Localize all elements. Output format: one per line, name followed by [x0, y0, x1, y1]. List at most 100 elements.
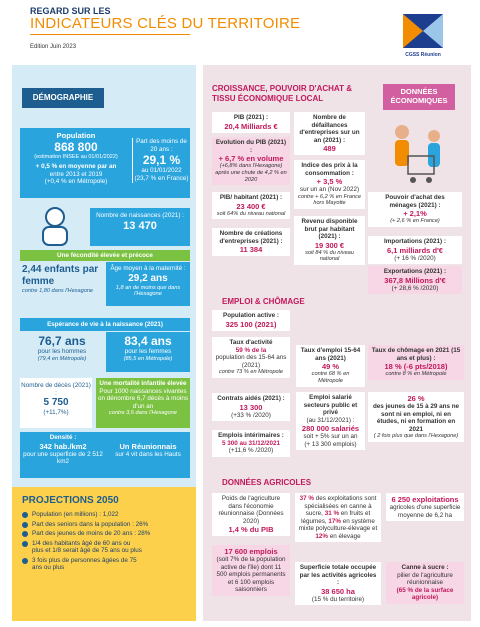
person-body	[395, 140, 409, 166]
icon-body	[42, 226, 68, 246]
value: 6 250 exploitations	[391, 495, 459, 504]
pib-box: PIB (2021) : 20,4 Milliards €	[212, 112, 290, 133]
label: Superficie totale occupée par les activi…	[299, 564, 377, 587]
note: (+ 28,6 % /2020)	[391, 284, 439, 292]
label: Evolution du PIB (2021) :	[215, 139, 287, 154]
text: en système mixte polyculture-élevage et	[298, 517, 378, 533]
evolution-box: Evolution du PIB (2021) : + 6,7 % en vol…	[212, 137, 290, 186]
text: (soit 7% de la population active de l'îl…	[216, 556, 286, 594]
text: en élevage	[329, 532, 361, 540]
label: Contrats aidés (2021) :	[217, 395, 285, 402]
interim-box: Emplois intérimaires : 5 300 au 31/12/20…	[212, 430, 290, 457]
value: 11 384	[239, 245, 263, 255]
item: Part des seniors dans la population : 26…	[22, 521, 186, 529]
pouvoir-box: Pouvoir d'achat des ménages (2021) : + 2…	[368, 192, 462, 227]
note: ( 2 fois plus que dans l'Hexagone)	[373, 433, 459, 440]
label: Part des moins de 20 ans :	[136, 138, 187, 153]
band-title: Une fécondité élevée et précoce	[20, 250, 190, 261]
note: (+11,6 % /2020)	[228, 447, 274, 455]
label: Population	[56, 131, 96, 140]
contrats-box: Contrats aidés (2021) : 13 300 (+33 % /2…	[212, 393, 290, 422]
text: agricoles d'une superficie moyenne de 6,…	[389, 504, 461, 519]
enfants-box: 2,44 enfants par femme contre 1,80 dans …	[22, 264, 102, 295]
population-row	[20, 128, 190, 198]
label: Emplois intérimaires :	[218, 432, 284, 439]
bullet	[22, 521, 28, 528]
defaillances-box: Nombre de défaillances d'entreprises sur…	[294, 112, 365, 156]
item-text: Part des jeunes de moins de 20 ans : 28%	[32, 530, 151, 538]
note: (+0,4 % en Métropole)	[44, 178, 108, 186]
person-head	[428, 130, 440, 142]
note: (+33 % /2020)	[231, 411, 271, 419]
wheel	[426, 177, 432, 183]
note: pour une superficie de 2 512 km2	[23, 450, 103, 466]
label: Poids de l'agriculture dans l'économie r…	[218, 495, 284, 525]
note: soit 84 % du niveau national	[305, 249, 354, 263]
text: Pour 1000 naissances vivantes on dénombr…	[98, 387, 188, 410]
value: 29,1 %	[142, 153, 181, 168]
value: 6,1 milliards d'€	[387, 245, 443, 255]
canne-box: Canne à sucre : pilier de l'agriculture …	[386, 562, 464, 604]
note: (+11,7%)	[43, 409, 69, 417]
note: soit + 5% sur un an	[303, 433, 358, 441]
value: 19 300 €	[314, 240, 345, 250]
note: (23,7 % en France)	[134, 175, 189, 183]
logo-shape	[423, 14, 443, 48]
label: Nombre de créations d'entreprises (2021)…	[219, 230, 283, 245]
section-title: EMPLOI & CHÔMAGE	[222, 297, 305, 306]
label: Importations (2021) :	[384, 238, 446, 245]
item-text: 3 fois plus de personnes âgées de 75 ans…	[32, 556, 137, 572]
value: 23 400 €	[236, 201, 266, 211]
bullet	[22, 512, 28, 518]
item-text: 1/4 des habitants âgé de 60 ans ou plus …	[32, 539, 142, 555]
label: Revenu disponible brut par habitant (202…	[301, 218, 358, 241]
text: des jeunes de 15 à 29 ans ne sont ni en …	[372, 403, 460, 433]
note: au 01/01/2022	[141, 167, 182, 175]
label: pour les femmes	[124, 348, 172, 356]
jeunes-box: Part des moins de 20 ans : 29,1 % au 01/…	[132, 138, 190, 183]
projections-panel: PROJECTIONS 2050 Population (en millions…	[12, 487, 196, 621]
importations-box: Importations (2021) : 6,1 milliards d'€ …	[368, 236, 462, 265]
prix-box: Indice des prix à la consommation : + 3,…	[294, 160, 365, 210]
note: (+ 16 % /2020)	[394, 254, 436, 262]
value: + 6,7 % en volume	[218, 154, 284, 164]
poids-box: Poids de l'agriculture dans l'économie r…	[212, 493, 290, 537]
label: Nombre de décès (2021) :	[21, 382, 91, 397]
maternite-box: Âge moyen à la maternité : 29,2 ans 1,8 …	[106, 262, 190, 306]
label: Canne à sucre :	[401, 564, 449, 571]
value: 29,2 ans	[128, 272, 168, 284]
value: 76,7 ans	[38, 334, 86, 348]
mortalite-box: Une mortalité infantile élevée Pour 1000…	[96, 378, 190, 428]
section-tag: DONNÉES ÉCONOMIQUES	[383, 84, 455, 110]
rule	[30, 34, 190, 35]
logo-text: CGSS Réunion	[405, 52, 441, 58]
value: 13 470	[123, 219, 157, 232]
label: Indice des prix à la consommation :	[301, 162, 358, 177]
label: Âge moyen à la maternité :	[110, 265, 186, 272]
value: 367,8 Millions d'€	[384, 275, 446, 285]
note: (+ 13 300 emplois)	[304, 440, 357, 448]
text: population des 15-64 ans (2021)	[215, 354, 287, 369]
value: 280 000 salariés	[301, 424, 360, 434]
value: 17 600 emplois	[224, 547, 278, 556]
value: 59 % de la	[235, 346, 267, 354]
note: (estimation INSEE au 01/01/2022)	[34, 154, 118, 161]
label: pour les hommes	[37, 348, 87, 356]
value: + 2,1%	[403, 209, 427, 219]
exportations-box: Exportations (2021) : 367,8 Millions d'€…	[368, 266, 462, 295]
taux-emploi-box: Taux d'emploi 15-64 ans (2021) 49 % cont…	[296, 345, 365, 387]
note: contre 1,80 dans l'Hexagone	[22, 288, 94, 294]
types-box: 37 % des exploitations sont spécialisées…	[295, 493, 381, 543]
deces-box: Nombre de décès (2021) : 5 750 (+11,7%)	[20, 378, 92, 428]
wheel	[410, 177, 416, 183]
note: après une chute de 4,2 % en 2020	[215, 169, 287, 183]
icon-head	[45, 207, 65, 227]
value: 18 % (-6 pts/2018)	[384, 362, 448, 372]
densite-row	[20, 432, 190, 478]
population-box: Population 868 800 (estimation INSEE au …	[22, 131, 130, 186]
chomage-box: Taux de chômage en 2021 (15 ans et plus)…	[368, 345, 464, 380]
value: 5 750	[43, 397, 69, 409]
note: + 0,5 % en moyenne par an	[35, 162, 117, 170]
note: (+6,8% dans l'Hexagone)	[219, 163, 283, 170]
